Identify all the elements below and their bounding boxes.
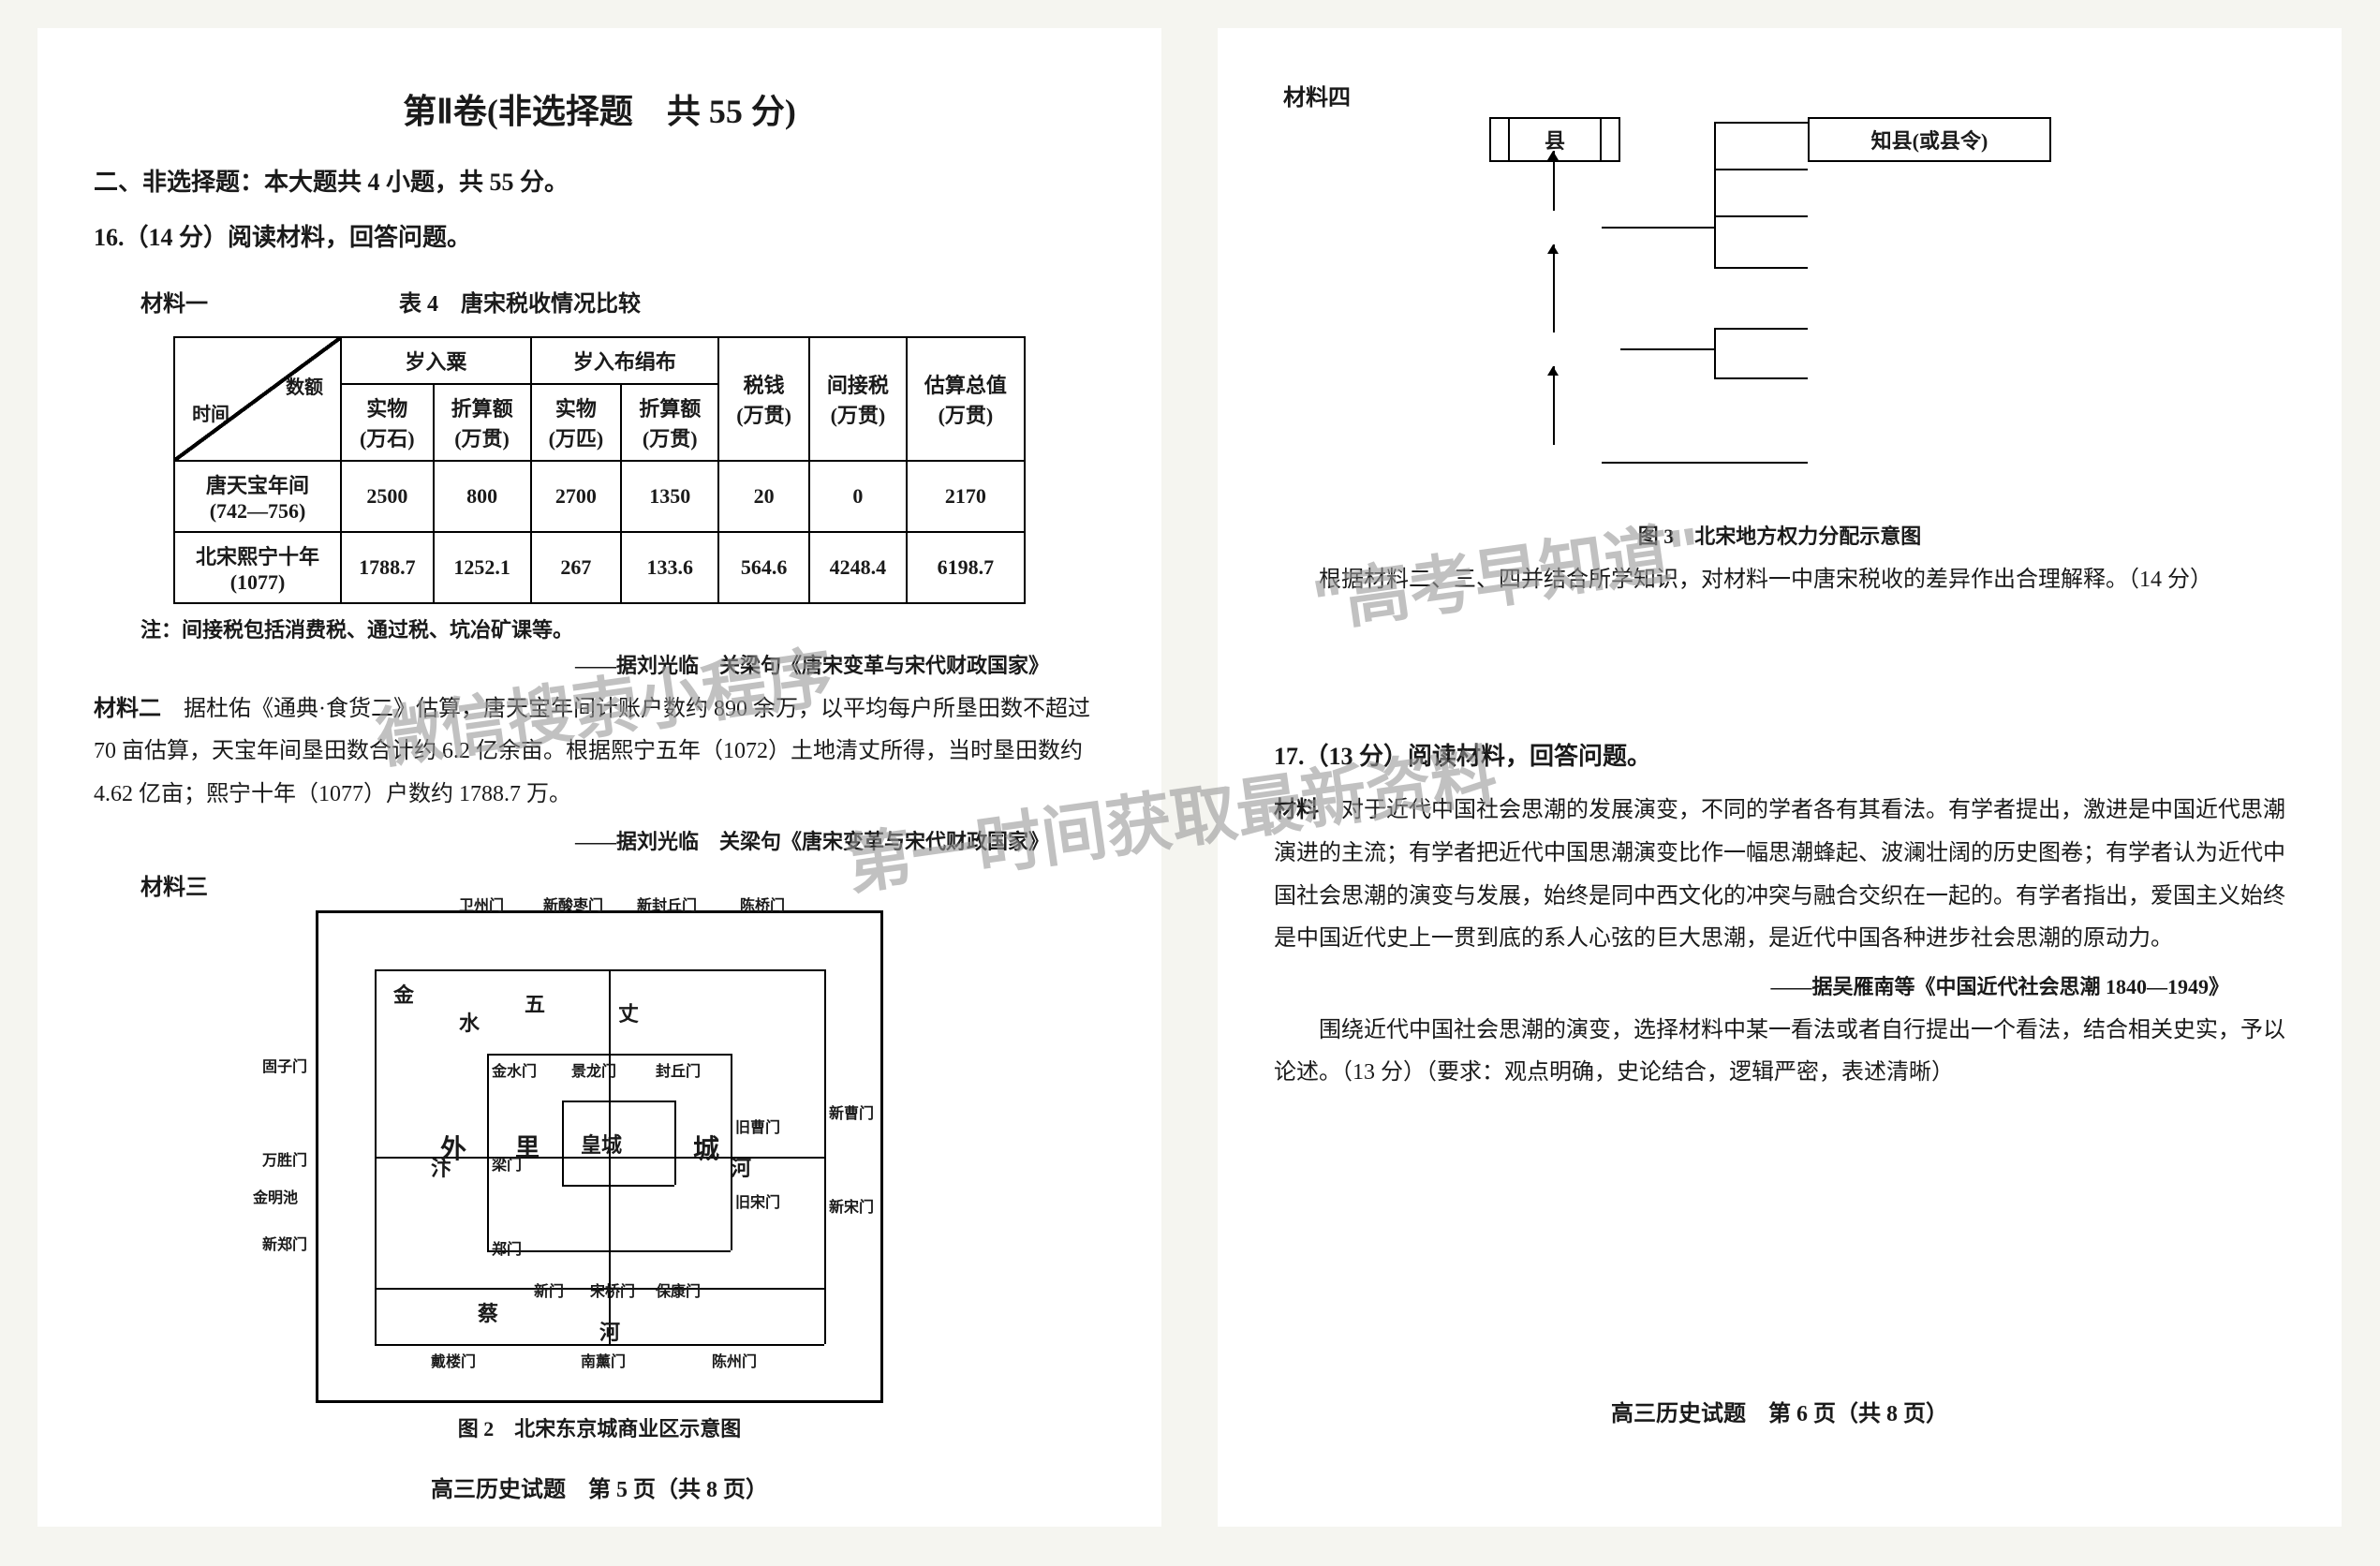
river-label: 丈	[618, 997, 639, 1027]
table-row: 唐天宝年间(742—756) 2500 800 2700 1350 20 0 2…	[174, 461, 1025, 532]
q16-stem: 16.（14 分）阅读材料，回答问题。	[94, 216, 1105, 260]
city-map: 金 水 五 丈 汴 河 蔡 河 外 里 皇城 城 卫州门 新酸枣门 新封丘门 陈…	[316, 910, 883, 1403]
gate-label: 封丘门	[656, 1058, 701, 1081]
sub-header: 实物(万石)	[341, 384, 434, 461]
org-chart: 中央 路 府州军监 县 安抚司(帅司) 转运司(漕司) 提点刑狱司(宪司) 提举…	[1452, 117, 2107, 510]
left-footer: 高三历史试题 第 5 页（共 8 页）	[94, 1470, 1105, 1503]
cell: 2500	[341, 461, 434, 532]
gate-label: 梁门	[492, 1152, 522, 1174]
cell: 267	[531, 532, 622, 603]
gate-label: 新郑门	[262, 1232, 307, 1254]
gate-label: 陈州门	[712, 1349, 757, 1371]
group-header: 间接税(万贯)	[809, 337, 907, 461]
part2-heading: 二、非选择题：本大题共 4 小题，共 55 分。	[94, 161, 1105, 205]
cell: 2700	[531, 461, 622, 532]
group-header: 税钱(万贯)	[718, 337, 809, 461]
cell: 2170	[907, 461, 1025, 532]
row-label: 北宋熙宁十年(1077)	[174, 532, 341, 603]
org-caption: 图 3 北宋地方权力分配示意图	[1274, 520, 2285, 550]
cell: 20	[718, 461, 809, 532]
diag-header: 数额 时间	[174, 337, 341, 461]
cell: 1788.7	[341, 532, 434, 603]
section-title: 第Ⅱ卷(非选择题 共 55 分)	[94, 84, 1105, 133]
material3-label: 材料三	[140, 868, 1105, 901]
group-header: 岁入布绢布	[531, 337, 719, 384]
map-caption: 图 2 北宋东京城商业区示意图	[94, 1412, 1105, 1442]
gate-label: 金明池	[253, 1185, 298, 1207]
river-label: 金	[393, 979, 414, 1009]
gate-label: 旧曹门	[735, 1115, 780, 1137]
river-label: 河	[731, 1152, 751, 1182]
table-row: 数额 时间 岁入粟 岁入布绢布 税钱(万贯) 间接税(万贯) 估算总值(万贯)	[174, 337, 1025, 384]
cell: 0	[809, 461, 907, 532]
q17-stem: 17.（13 分）阅读材料，回答问题。	[1274, 735, 2285, 779]
river-label: 河	[599, 1316, 620, 1346]
q17-task: 围绕近代中国社会思潮的演变，选择材料中某一看法或者自行提出一个看法，结合相关史实…	[1274, 1010, 2285, 1095]
material2: 材料二 据杜佑《通典·食货二》估算，唐天宝年间计账户数约 890 余万，以平均每…	[94, 688, 1105, 817]
cell: 133.6	[621, 532, 718, 603]
sub-header: 折算额(万贯)	[621, 384, 718, 461]
cell: 1350	[621, 461, 718, 532]
river-label: 水	[459, 1007, 480, 1037]
gate-label: 宋桥门	[590, 1278, 635, 1301]
cell: 6198.7	[907, 532, 1025, 603]
cell: 564.6	[718, 532, 809, 603]
gate-label: 新门	[534, 1278, 564, 1301]
material1-label: 材料一	[140, 285, 208, 318]
river-label: 蔡	[478, 1297, 498, 1327]
sub-header: 实物(万匹)	[531, 384, 622, 461]
q16-task: 根据材料二、三、四并结合所学知识，对材料一中唐宋税收的差异作出合理解释。（14 …	[1274, 559, 2285, 602]
table-row: 北宋熙宁十年(1077) 1788.7 1252.1 267 133.6 564…	[174, 532, 1025, 603]
river-label: 五	[525, 988, 545, 1018]
map-label: 皇城	[581, 1129, 622, 1159]
gate-label: 陈桥门	[740, 893, 785, 915]
org-node: 知县(或县令)	[1808, 117, 2051, 162]
gate-label: 万胜门	[262, 1147, 307, 1170]
gate-label: 新酸枣门	[543, 893, 603, 915]
right-footer: 高三历史试题 第 6 页（共 8 页）	[1274, 1395, 2285, 1427]
gate-label: 新曹门	[829, 1101, 874, 1123]
source-2: ——据刘光临 关梁句《唐宋变革与宋代财政国家》	[94, 825, 1049, 855]
group-header: 岁入粟	[341, 337, 531, 384]
gate-label: 景龙门	[571, 1058, 616, 1081]
group-header: 估算总值(万贯)	[907, 337, 1025, 461]
table-title: 表 4 唐宋税收情况比较	[399, 285, 641, 318]
gate-label: 新封丘门	[637, 893, 697, 915]
gate-label: 固子门	[262, 1054, 307, 1076]
map-label: 城	[693, 1129, 719, 1166]
cell: 1252.1	[434, 532, 531, 603]
gate-label: 戴楼门	[431, 1349, 476, 1371]
gate-label: 金水门	[492, 1058, 537, 1081]
sub-header: 折算额(万贯)	[434, 384, 531, 461]
source-1: ——据刘光临 关梁句《唐宋变革与宋代财政国家》	[94, 649, 1049, 679]
gate-label: 旧宋门	[735, 1189, 780, 1212]
gate-label: 卫州门	[459, 893, 504, 915]
map-label: 外	[440, 1129, 466, 1166]
q17-material: 材料 对于近代中国社会思潮的发展演变，不同的学者各有其看法。有学者提出，激进是中…	[1274, 790, 2285, 960]
material4-label: 材料四	[1283, 79, 2285, 111]
tax-table: 数额 时间 岁入粟 岁入布绢布 税钱(万贯) 间接税(万贯) 估算总值(万贯) …	[173, 336, 1026, 604]
gate-label: 保康门	[656, 1278, 701, 1301]
gate-label: 新宋门	[829, 1194, 874, 1217]
row-label: 唐天宝年间(742—756)	[174, 461, 341, 532]
source-3: ——据吴雁南等《中国近代社会思潮 1840—1949》	[1274, 970, 2229, 1000]
cell: 800	[434, 461, 531, 532]
gate-label: 南薰门	[581, 1349, 626, 1371]
cell: 4248.4	[809, 532, 907, 603]
right-page: 材料四 中央 路 府州军监 县 安抚司(帅司) 转运司(漕司) 提点刑狱司(宪司…	[1218, 28, 2342, 1527]
table-note: 注：间接税包括消费税、通过税、坑冶矿课等。	[140, 613, 1105, 643]
gate-label: 郑门	[492, 1236, 522, 1259]
left-page: 第Ⅱ卷(非选择题 共 55 分) 二、非选择题：本大题共 4 小题，共 55 分…	[37, 28, 1161, 1527]
